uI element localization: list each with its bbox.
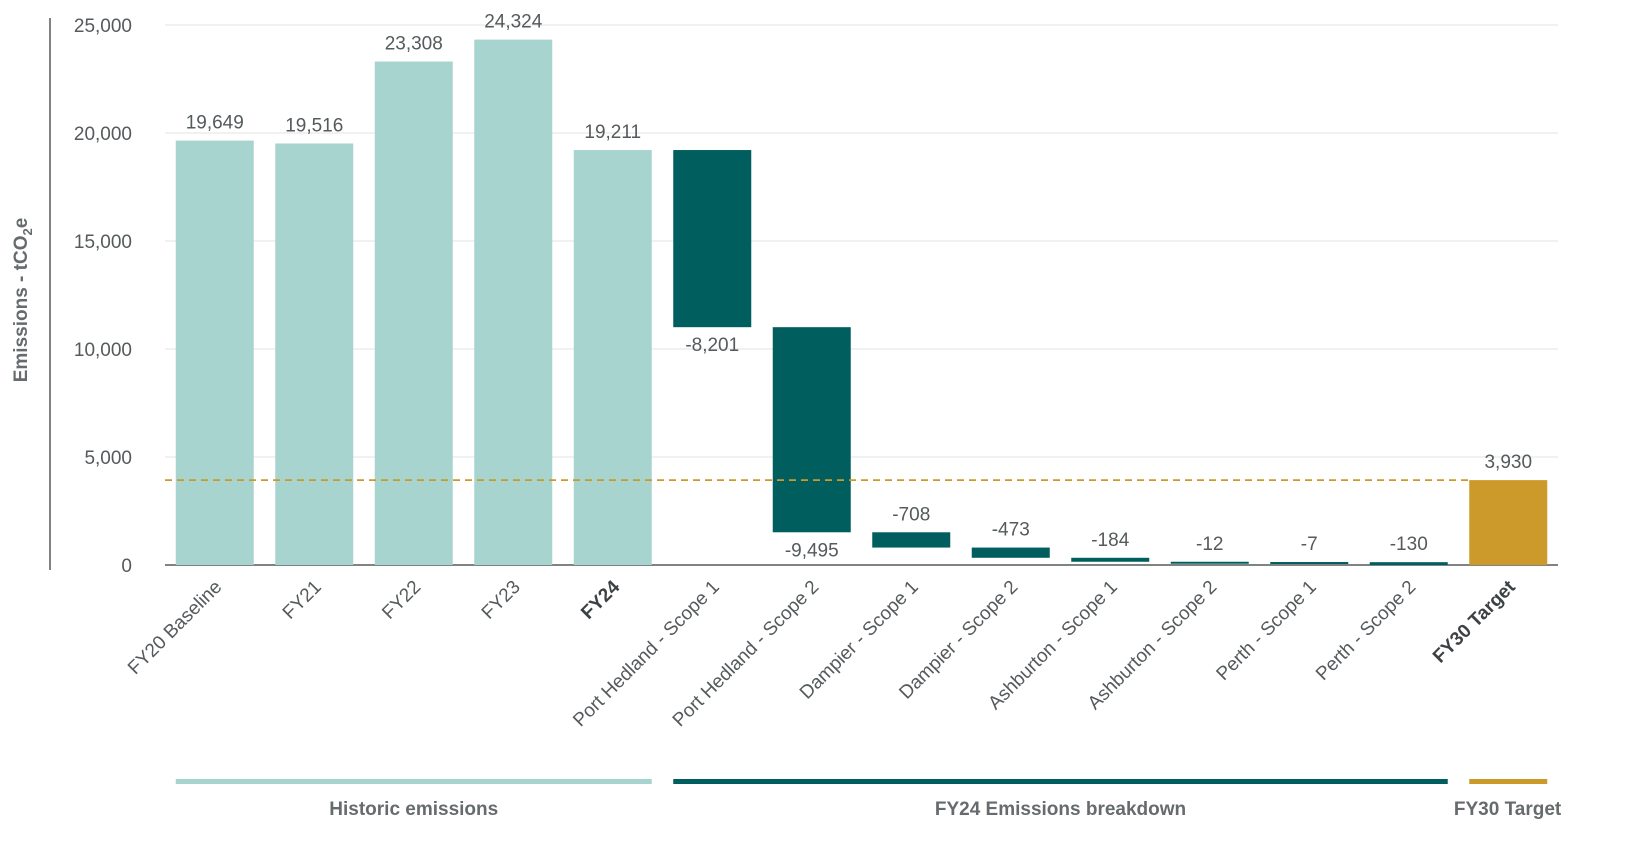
y-tick-label: 15,000 — [74, 232, 132, 253]
value-label: 19,211 — [584, 122, 641, 143]
gridlines — [165, 24, 1558, 458]
bar-fy20-baseline — [175, 140, 254, 565]
bar-fy24 — [573, 150, 652, 565]
y-tick-label: 20,000 — [74, 124, 132, 145]
value-label: 3,930 — [1484, 452, 1532, 473]
group-label: FY24 Emissions breakdown — [935, 799, 1186, 820]
y-axis-title-suffix: e — [11, 218, 32, 229]
value-label: -184 — [1091, 530, 1129, 551]
value-label: 23,308 — [385, 34, 443, 55]
bar-dampier-scope-1 — [872, 532, 951, 548]
bar-port-hedland-scope-1 — [673, 150, 752, 328]
group-label: Historic emissions — [329, 799, 498, 820]
bar-ashburton-scope-1 — [1071, 557, 1150, 562]
x-tick-label: Perth - Scope 1 — [1213, 577, 1321, 685]
value-label: -130 — [1390, 534, 1428, 555]
group-bar — [175, 779, 652, 784]
value-label: -9,495 — [785, 540, 839, 561]
x-tick-label: FY20 Baseline — [124, 577, 226, 679]
bar-port-hedland-scope-2 — [772, 327, 851, 533]
value-label: -8,201 — [685, 335, 739, 356]
value-label: -7 — [1301, 534, 1318, 555]
group-bar — [673, 779, 1448, 784]
y-axis-title-main: Emissions - tCO — [11, 236, 32, 383]
y-tick-label: 25,000 — [74, 16, 132, 37]
y-axis-title-subscript: 2 — [20, 228, 35, 235]
x-tick-label: Perth - Scope 2 — [1312, 577, 1420, 685]
x-tick-label: FY21 — [279, 577, 326, 624]
bar-dampier-scope-2 — [971, 547, 1050, 558]
y-tick-label: 5,000 — [84, 448, 132, 469]
bar-fy21 — [275, 143, 354, 565]
bars — [175, 39, 1548, 565]
value-label: 19,516 — [285, 115, 343, 136]
x-tick-label: FY24 — [577, 576, 624, 623]
y-axis-title: Emissions - tCO2e — [11, 218, 35, 383]
group-bar — [1469, 779, 1548, 784]
value-label: -473 — [992, 520, 1030, 541]
group-label: FY30 Target — [1454, 799, 1562, 820]
bar-perth-scope-2 — [1369, 562, 1448, 565]
bar-ashburton-scope-2 — [1170, 561, 1249, 564]
value-label: -708 — [892, 504, 930, 525]
bar-fy22 — [374, 61, 453, 565]
value-label: 24,324 — [484, 12, 543, 33]
x-tick-label: FY23 — [478, 577, 525, 624]
y-tick-label: 0 — [121, 556, 132, 577]
x-tick-label: FY22 — [378, 577, 425, 624]
bar-perth-scope-1 — [1270, 562, 1349, 565]
bar-fy23 — [474, 39, 553, 565]
x-tick-label: FY30 Target — [1429, 576, 1520, 667]
bar-fy30-target — [1469, 480, 1548, 565]
value-label: -12 — [1196, 534, 1223, 555]
group-legend: Historic emissions FY24 Emissions breakdo… — [175, 779, 1562, 820]
y-tick-label: 10,000 — [74, 340, 132, 361]
value-labels: 19,649 19,516 23,308 24,324 19,211 -8,201 -9,4… — [186, 12, 1532, 562]
value-label: 19,649 — [186, 113, 244, 134]
